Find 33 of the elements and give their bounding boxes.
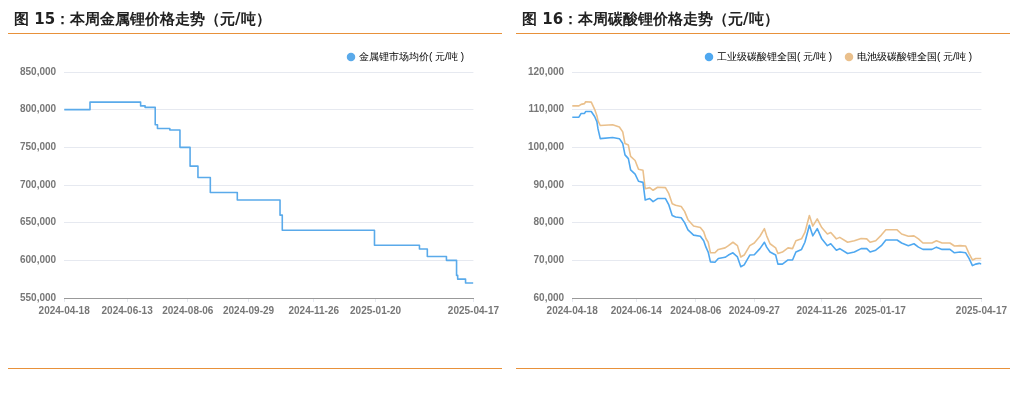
y-tick-label: 80,000 [533,216,565,228]
chart-title: 图 16：本周碳酸锂价格走势（元/吨） [516,6,1010,34]
x-tick-label: 2025-04-17 [447,304,500,316]
legend-label: 工业级碳酸锂全国( 元/吨 ) [717,50,833,62]
y-tick-label: 750,000 [19,141,57,153]
x-tick-label: 2024-09-29 [222,304,275,316]
y-tick-label: 600,000 [19,254,57,266]
y-tick-label: 90,000 [533,178,565,190]
x-tick-label: 2024-06-14 [610,304,663,316]
y-tick-label: 650,000 [19,216,57,228]
x-tick-label: 2024-08-06 [670,304,722,316]
y-tick-label: 120,000 [527,65,565,77]
x-tick-label: 2024-04-18 [546,304,599,316]
y-tick-label: 70,000 [533,254,565,266]
y-tick-label: 60,000 [533,291,565,303]
y-tick-label: 100,000 [527,141,565,153]
x-tick-label: 2024-11-26 [796,304,848,316]
chart-title: 图 15：本周金属锂价格走势（元/吨） [8,6,502,34]
x-tick-label: 2025-01-20 [350,304,402,316]
x-tick-label: 2024-11-26 [288,304,340,316]
y-tick-label: 550,000 [19,291,57,303]
y-tick-label: 700,000 [19,178,57,190]
x-tick-label: 2024-09-27 [728,304,781,316]
x-tick-label: 2024-08-06 [162,304,214,316]
legend-label: 金属锂市场均价( 元/吨 ) [359,50,464,62]
y-tick-label: 110,000 [528,103,565,115]
y-tick-label: 850,000 [19,65,57,77]
x-tick-label: 2025-01-17 [854,304,907,316]
y-tick-label: 800,000 [19,103,57,115]
x-tick-label: 2025-04-17 [955,304,1008,316]
x-tick-label: 2024-04-18 [38,304,91,316]
legend-label: 电池级碳酸锂全国( 元/吨 ) [857,50,972,62]
x-tick-label: 2024-06-13 [101,304,154,316]
